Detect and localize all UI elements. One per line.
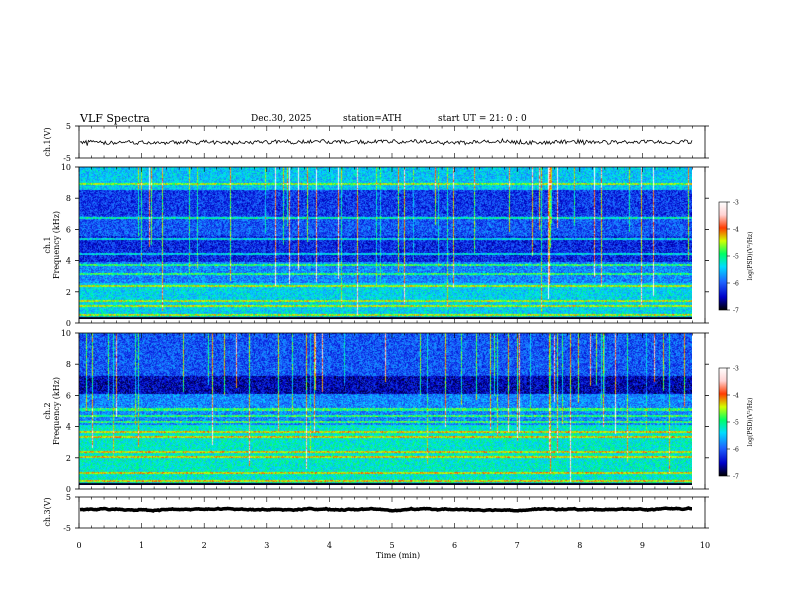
y-tick-label: 0: [66, 319, 71, 328]
colorbar-label: log(PSD)(V²/Hz): [747, 398, 754, 447]
x-tick-label: 4: [327, 541, 332, 550]
y-tick-label: -5: [63, 154, 71, 163]
station-label: station=ATH: [343, 114, 402, 124]
x-tick-label: 10: [700, 541, 710, 550]
ch1-frequency-ylabel: Frequency (kHz): [52, 211, 61, 279]
y-tick-label: 10: [61, 329, 71, 338]
figure-title: VLF Spectra: [80, 112, 150, 125]
ch1-channel-label: ch.1: [43, 236, 52, 253]
ch3-waveform-ylabel: ch.3(V): [43, 497, 52, 526]
x-tick-label: 5: [389, 541, 394, 550]
y-tick-label: 8: [66, 194, 71, 203]
ch2-spectrogram: [79, 333, 692, 485]
colorbar-tick-label: -7: [733, 474, 739, 481]
ch2-channel-label: ch.2: [43, 402, 52, 419]
start-ut-label: start UT = 21: 0 : 0: [438, 114, 527, 124]
x-tick-label: 0: [76, 541, 81, 550]
y-tick-label: 2: [66, 288, 71, 297]
x-tick-label: 3: [264, 541, 269, 550]
colorbar-tick-label: -6: [733, 447, 739, 454]
x-tick-label: 7: [515, 541, 520, 550]
x-axis-title: Time (min): [376, 551, 420, 560]
colorbar-1: [718, 201, 728, 311]
date-label: Dec.30, 2025: [251, 114, 312, 124]
x-tick-label: 6: [452, 541, 457, 550]
x-tick-label: 2: [202, 541, 207, 550]
x-tick-label: 1: [139, 541, 144, 550]
y-tick-label: 4: [66, 257, 71, 266]
colorbar-tick-label: -5: [733, 254, 739, 261]
y-tick-label: 0: [66, 485, 71, 494]
panel-frame-2: [78, 166, 706, 324]
colorbar-tick-label: -7: [733, 308, 739, 315]
y-tick-label: 6: [66, 225, 71, 234]
y-tick-label: -5: [63, 524, 71, 533]
ch1-trace: [79, 137, 693, 146]
colorbar-tick-label: -6: [733, 281, 739, 288]
y-tick-label: 5: [66, 493, 71, 502]
colorbar-tick-label: -4: [733, 227, 739, 234]
colorbar-tick-label: -4: [733, 393, 739, 400]
colorbar-tick-label: -3: [733, 200, 739, 207]
y-tick-label: 4: [66, 423, 71, 432]
x-tick-label: 8: [577, 541, 582, 550]
colorbar-tick-label: -5: [733, 420, 739, 427]
y-tick-label: 10: [61, 163, 71, 172]
panel-frame-3: [78, 332, 706, 490]
ch2-frequency-ylabel: Frequency (kHz): [52, 377, 61, 445]
ch1-spectrogram: [79, 167, 692, 319]
y-tick-label: 2: [66, 454, 71, 463]
x-tick-label: 9: [640, 541, 645, 550]
colorbar-2: [718, 367, 728, 477]
y-tick-label: 6: [66, 391, 71, 400]
colorbar-label: log(PSD)(V²/Hz): [747, 232, 754, 281]
colorbar-tick-label: -3: [733, 366, 739, 373]
ch1-waveform-ylabel: ch.1(V): [43, 127, 52, 156]
y-tick-label: 8: [66, 360, 71, 369]
ch3-trace: [79, 506, 692, 513]
y-tick-label: 5: [66, 122, 71, 131]
